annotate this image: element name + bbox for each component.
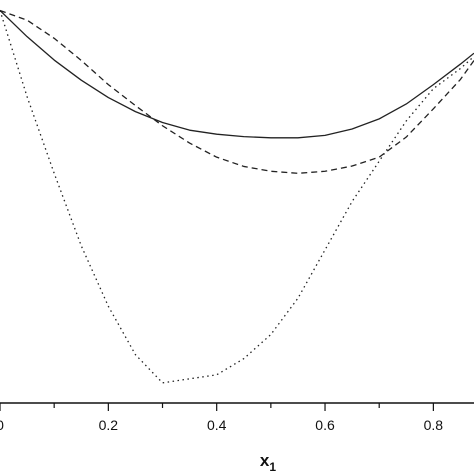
x-axis-ticks: 0 0.2 0.4 0.6 0.8 bbox=[0, 403, 443, 433]
x-axis-label-text: x bbox=[260, 451, 270, 470]
x-axis-label-subscript: 1 bbox=[269, 460, 276, 474]
series-line-solid bbox=[0, 10, 474, 139]
x-tick-label: 0.2 bbox=[99, 417, 119, 433]
x-tick-label: 0.6 bbox=[315, 417, 335, 433]
series-lines bbox=[0, 9, 474, 384]
series-line-dotted bbox=[0, 10, 474, 384]
series-line-dashed bbox=[0, 9, 474, 174]
x-tick-label: 0.8 bbox=[424, 417, 444, 433]
x-axis-label: x1 bbox=[260, 451, 276, 474]
x-tick-label: 0.4 bbox=[207, 417, 227, 433]
x-tick-label: 0 bbox=[0, 417, 4, 433]
